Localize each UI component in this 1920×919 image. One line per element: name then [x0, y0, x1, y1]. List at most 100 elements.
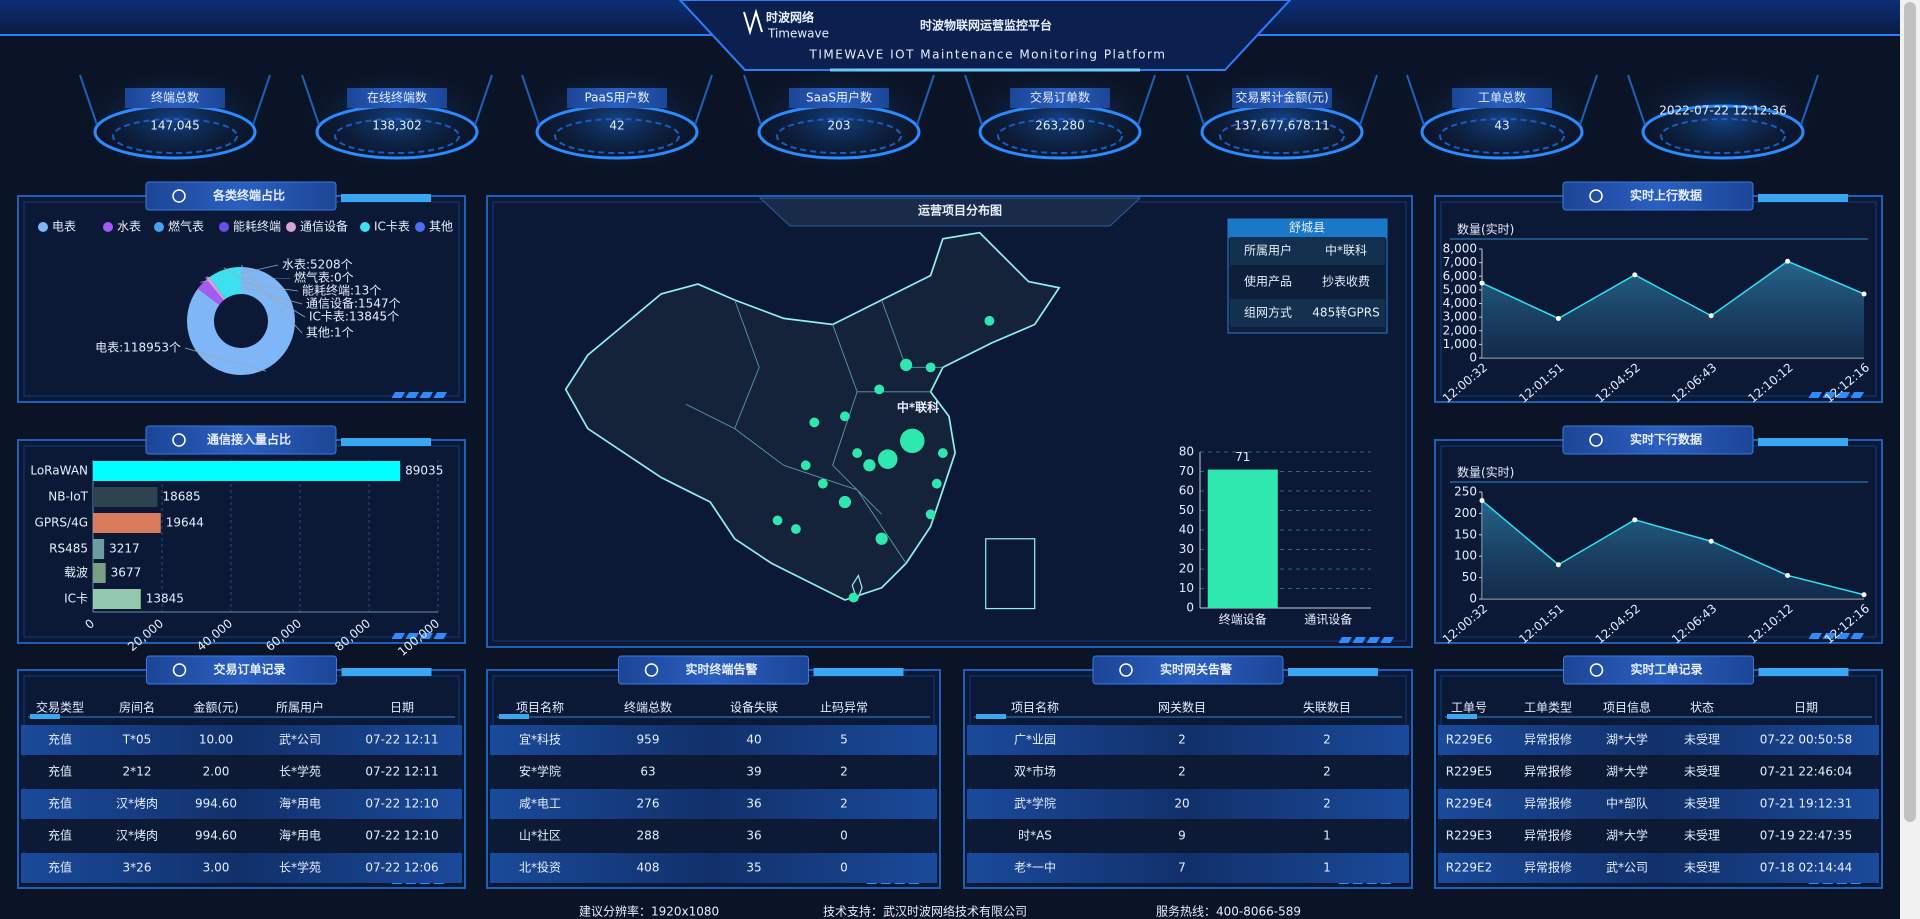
table-row [21, 821, 462, 851]
panel-title-accent [813, 668, 904, 676]
panel-title-accent [341, 438, 431, 446]
footer-text: 技术支持：武汉时波网络技术有限公司 [823, 904, 1027, 919]
category-label: GPRS/4G [35, 516, 88, 530]
table-cell: 07-22 12:11 [365, 765, 438, 779]
stat-value: 42 [609, 119, 624, 133]
platform-wing [1406, 74, 1598, 126]
panel-deco [1850, 392, 1864, 398]
bar [1207, 469, 1278, 608]
panel-title-icon [172, 663, 187, 677]
table-cell: 1 [1323, 861, 1331, 875]
stat-label: 工单总数 [1478, 90, 1526, 105]
table-cell: 39 [746, 765, 761, 779]
panel-title-badge [1563, 655, 1754, 685]
stat-badge [1232, 88, 1332, 108]
legend-label: 能耗终端 [233, 219, 281, 234]
category-label: 载波 [64, 566, 88, 580]
legend-swatch [38, 222, 48, 232]
table-row [490, 757, 937, 787]
table-cell: 宜*科技 [519, 732, 561, 747]
legend-label: 电表 [52, 220, 76, 234]
table-row [21, 725, 462, 755]
legend-label: 燃气表 [168, 219, 204, 234]
legend-label: IC卡表 [374, 220, 410, 234]
y-tick-label: 3,000 [1443, 310, 1477, 324]
table-cell: 异常报修 [1524, 828, 1572, 843]
platform-wing [521, 74, 713, 126]
table-cell: 276 [637, 797, 660, 811]
value-label: 89035 [405, 464, 443, 478]
panel-deco [1836, 633, 1850, 639]
stat-label: 在线终端数 [367, 90, 427, 105]
area [1482, 261, 1864, 358]
table-cell: 0 [840, 829, 848, 843]
table-row [967, 853, 1409, 883]
footer-text: 服务热线：400-8066-589 [1156, 904, 1301, 919]
y-tick-label: 80 [1179, 445, 1194, 459]
point [1479, 498, 1485, 504]
panel-deco [391, 633, 405, 639]
table-header: 设备失联 [730, 700, 778, 715]
table-row [967, 757, 1409, 787]
value-label: 通信设备:1547个 [306, 297, 401, 311]
legend-label: 通信设备 [300, 220, 348, 234]
category-label: RS485 [49, 542, 88, 556]
panel-deco [405, 392, 420, 398]
table-cell: 2.00 [203, 765, 230, 779]
platform-ring [1641, 104, 1805, 160]
line [1481, 260, 1865, 320]
panel-title-icon [1119, 663, 1133, 677]
table-cell: 海*用电 [279, 796, 321, 811]
table-cell: 充值 [48, 860, 72, 875]
legend-swatch [154, 222, 164, 232]
stat-badge [125, 88, 225, 108]
bar [93, 513, 161, 533]
y-tick-label: 1,000 [1443, 337, 1477, 351]
table-cell: 湖*大学 [1606, 732, 1648, 747]
stat-badge [1010, 88, 1110, 108]
platform-ring-inner [1439, 118, 1565, 154]
y-tick-label: 2,000 [1443, 323, 1477, 337]
line [1481, 499, 1865, 596]
table-row [490, 853, 937, 883]
stat-badge [789, 88, 889, 108]
panel-title-accent [1288, 668, 1378, 676]
table-cell: 7 [1178, 861, 1186, 875]
panel-deco [405, 633, 419, 639]
logo-sub: Timewave [767, 27, 829, 41]
stat-label: 交易订单数 [1030, 90, 1090, 105]
table-header: 交易类型 [36, 700, 84, 715]
header-center [678, 0, 1292, 71]
table-cell: 长*学苑 [279, 764, 321, 779]
table-cell: 老*一中 [1014, 860, 1056, 875]
header-accent [976, 714, 1006, 719]
info-key: 所属用户 [1244, 243, 1292, 258]
info-title: 舒城县 [1289, 221, 1325, 235]
panel-title-accent [1758, 194, 1848, 202]
table-cell: 07-18 02:14:44 [1760, 861, 1853, 875]
table-cell: 安*学院 [519, 764, 561, 779]
table-header: 终端总数 [624, 700, 672, 715]
table-cell: 408 [637, 861, 660, 875]
panel-deco [1850, 633, 1864, 639]
platform-wing [1186, 74, 1378, 126]
legend-swatch [286, 222, 296, 232]
stat-badge [347, 88, 447, 108]
y-tick-label: 6,000 [1443, 269, 1477, 283]
table-row [21, 789, 462, 819]
table-row [967, 821, 1409, 851]
panel-title-icon [1589, 663, 1604, 677]
panel-title: 实时工单记录 [1630, 662, 1702, 677]
table-cell: 未受理 [1684, 861, 1720, 875]
value-label: 13845 [146, 592, 184, 606]
point [1785, 572, 1791, 578]
table-cell: 充值 [48, 764, 72, 779]
panel-deco [1836, 392, 1850, 398]
panel-title: 实时网关告警 [1160, 662, 1232, 677]
table-row [1438, 821, 1879, 851]
table-cell: 广*业园 [1014, 733, 1056, 747]
panel-title-badge [146, 655, 337, 685]
table-row [967, 789, 1409, 819]
table-header: 金额(元) [193, 700, 238, 715]
panel-title-accent [341, 194, 431, 202]
